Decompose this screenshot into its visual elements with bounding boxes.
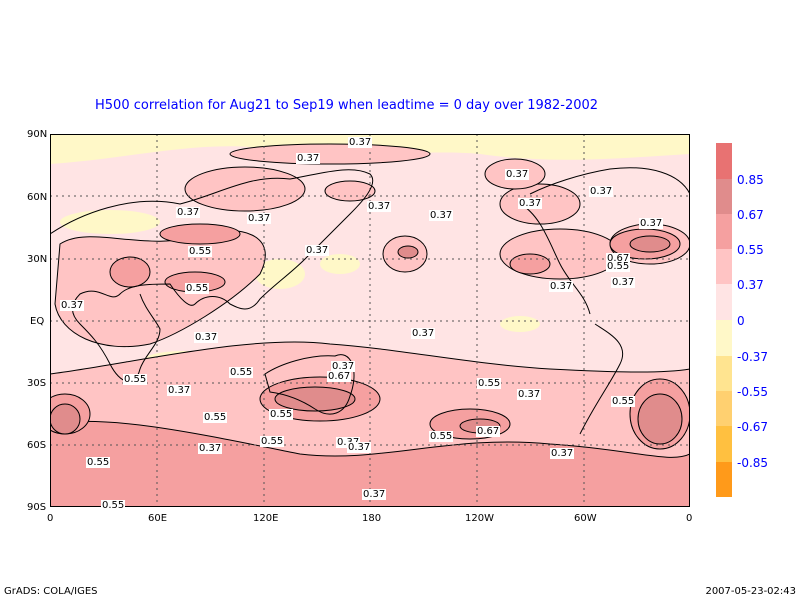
colorbar-label: 0.55: [737, 243, 764, 257]
contour-label: 0.37: [367, 201, 392, 212]
contour-label: 0.37: [411, 328, 436, 339]
lon-label: 60E: [148, 513, 168, 524]
contour-label: 0.67: [476, 426, 501, 437]
contour-label: 0.37: [296, 153, 321, 164]
colorbar-swatch: [716, 143, 732, 179]
contour-label: 0.55: [606, 261, 631, 272]
contour-label: 0.37: [60, 300, 85, 311]
lat-label: 60S: [27, 440, 47, 451]
contour-label: 0.37: [247, 213, 272, 224]
contour-label: 0.37: [429, 210, 454, 221]
contour-label: 0.55: [123, 374, 148, 385]
lon-label: 180: [362, 513, 382, 524]
footer-credit: GrADS: COLA/IGES: [4, 586, 98, 597]
contour-label: 0.37: [517, 389, 542, 400]
contour-label: 0.37: [518, 198, 543, 209]
lon-label: 60W: [574, 513, 597, 524]
contour-label: 0.55: [611, 396, 636, 407]
colorbar-swatch: [716, 179, 732, 214]
colorbar-swatch: [716, 462, 732, 497]
colorbar-swatch: [716, 249, 732, 284]
contour-label: 0.37: [331, 361, 356, 372]
contour-label: 0.37: [362, 489, 387, 500]
contour-label: 0.37: [549, 281, 574, 292]
contour-label: 0.67: [327, 371, 352, 382]
colorbar-label: -0.85: [737, 456, 769, 470]
contour-label: 0.37: [347, 442, 372, 453]
contour-label: 0.67: [606, 253, 631, 264]
contour-label: 0.37: [505, 169, 530, 180]
contour-label: 0.55: [101, 500, 126, 511]
contour-label: 0.37: [167, 385, 192, 396]
correlation-map: [50, 134, 690, 507]
contour-label: 0.37: [198, 443, 223, 454]
colorbar-swatch: [716, 356, 732, 391]
lat-label: EQ: [30, 316, 45, 327]
footer-timestamp: 2007-05-23-02:43: [705, 586, 796, 597]
contour-label: 0.37: [611, 277, 636, 288]
lat-label: 90S: [27, 502, 47, 513]
colorbar-swatch: [716, 320, 732, 356]
positive-067-regions: [50, 235, 683, 445]
colorbar-swatch: [716, 284, 732, 320]
colorbar-swatch: [716, 426, 732, 462]
contour-label: 0.37: [550, 448, 575, 459]
contour-label: 0.37: [305, 245, 330, 256]
contour-label: 0.55: [185, 283, 210, 294]
contour-label: 0.55: [203, 412, 228, 423]
colorbar-label: 0.67: [737, 208, 764, 222]
contour-label: 0.37: [348, 137, 373, 148]
contour-label: 0.55: [260, 436, 285, 447]
lon-label: 120W: [465, 513, 494, 524]
contour-label: 0.55: [477, 378, 502, 389]
colorbar-label: 0: [737, 314, 745, 328]
contour-label: 0.37: [589, 186, 614, 197]
contour-label: 0.37: [194, 332, 219, 343]
colorbar-swatch: [716, 214, 732, 249]
colorbar-label: -0.37: [737, 350, 769, 364]
plot-title: H500 correlation for Aug21 to Sep19 when…: [95, 98, 599, 113]
colorbar-label: -0.55: [737, 385, 769, 399]
contour-label: 0.37: [639, 218, 664, 229]
colorbar-label: 0.85: [737, 173, 764, 187]
contour-label: 0.55: [429, 431, 454, 442]
colorbar-label: -0.67: [737, 420, 769, 434]
contour-label: 0.55: [229, 367, 254, 378]
contour-label: 0.37: [176, 207, 201, 218]
lat-label: 30S: [27, 378, 47, 389]
lat-label: 60N: [27, 192, 48, 203]
contour-label: 0.55: [269, 409, 294, 420]
contour-label: 0.55: [86, 457, 111, 468]
lon-label: 120E: [253, 513, 279, 524]
lat-label: 90N: [27, 129, 48, 140]
lon-label: 0: [47, 513, 54, 524]
colorbar-label: 0.37: [737, 278, 764, 292]
colorbar-swatch: [716, 391, 732, 426]
contour-label: 0.55: [188, 246, 213, 257]
lon-label: 0: [686, 513, 693, 524]
lat-label: 30N: [27, 254, 48, 265]
coastlines: [50, 167, 690, 435]
